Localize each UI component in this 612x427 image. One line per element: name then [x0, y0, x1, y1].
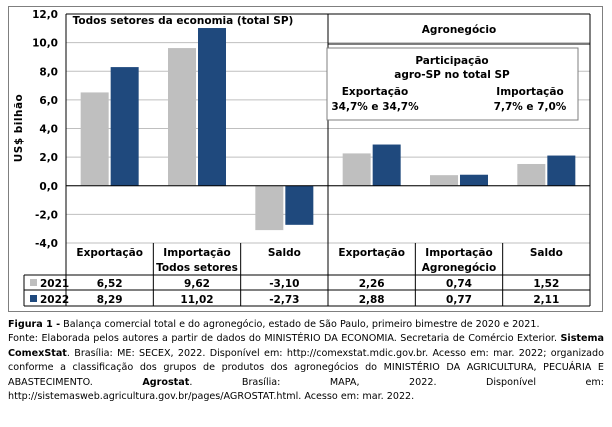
data-label: -2,73 — [269, 294, 299, 306]
legend-swatch-2021 — [30, 279, 37, 286]
bar-chart: 12,0 10,0 8,0 6,0 4,0 2,0 0,0 -2,0 -4,0 Todos se… — [13, 9, 591, 307]
caption-source-e: . Brasília: MAPA, 2022. Disponível em: h… — [8, 376, 604, 403]
data-label: 2,26 — [359, 278, 385, 290]
y-tick-labels: 12,0 10,0 8,0 6,0 4,0 2,0 0,0 -2,0 -4,0 — [32, 9, 58, 250]
data-label: 8,29 — [97, 294, 123, 306]
annotation-box — [326, 47, 579, 121]
caption-source-b: Sistema ComexStat — [8, 333, 604, 359]
data-label: 1,52 — [533, 278, 559, 290]
y-tick-label: 0,0 — [39, 181, 58, 193]
bar-2021-6 — [517, 163, 546, 186]
bar-2021-1 — [80, 92, 109, 186]
group-label: Todos setores — [156, 262, 238, 274]
bar-2021-2 — [168, 48, 196, 186]
category-label: Exportação — [76, 247, 142, 259]
annotation-exp-label: Exportação — [342, 86, 408, 98]
data-label: 2,88 — [359, 294, 385, 306]
caption-source-d: Agrostat — [142, 376, 190, 388]
y-tick-label: -4,0 — [35, 238, 58, 250]
group-label: Agronegócio — [422, 262, 496, 274]
bar-2021-4 — [342, 153, 371, 186]
bar-2022-5 — [460, 174, 488, 186]
bar-2022-2 — [198, 28, 226, 186]
bars — [80, 28, 576, 231]
data-label: 11,02 — [180, 294, 213, 306]
bar-2022-4 — [372, 144, 401, 186]
bar-2022-3 — [285, 185, 314, 225]
data-label: 0,77 — [446, 294, 472, 306]
legend-label: 2021 — [40, 278, 69, 290]
data-label: -3,10 — [269, 278, 299, 290]
category-label: Saldo — [268, 247, 301, 259]
figure-caption: Figura 1 - Balança comercial total e do … — [8, 318, 604, 404]
panel-titles: Todos setores da economia (total SP) Agro… — [73, 15, 590, 45]
annotation-imp-value: 7,7% e 7,0% — [494, 101, 567, 113]
y-axis-label: US$ bilhão — [13, 94, 25, 163]
y-tick-label: 12,0 — [32, 9, 58, 21]
caption-source-a: Fonte: Elaborada pelos autores a partir … — [8, 333, 561, 345]
annotation-title-1: Participação — [415, 55, 488, 67]
category-label: Importação — [163, 247, 230, 259]
share-annotation: Participação agro-SP no total SP Exportaçã… — [326, 47, 579, 121]
y-tick-label: -2,0 — [35, 209, 58, 221]
annotation-imp-label: Importação — [496, 86, 563, 98]
bar-2022-1 — [110, 67, 139, 186]
bar-2021-3 — [255, 185, 284, 231]
figure-frame — [8, 6, 603, 312]
y-tick-label: 4,0 — [39, 124, 58, 136]
annotation-title-2: agro-SP no total SP — [394, 69, 510, 81]
panel-title-total: Todos setores da economia (total SP) — [73, 15, 294, 27]
y-tick-label: 6,0 — [39, 95, 58, 107]
legend-swatch-2022 — [30, 295, 37, 302]
caption-source-c: . Brasília: ME: SECEX, 2022. Disponível … — [8, 347, 604, 388]
category-label: Importação — [425, 247, 492, 259]
y-tick-label: 8,0 — [39, 66, 58, 78]
caption-figure-label: Figura 1 - — [8, 319, 61, 330]
data-label: 2,11 — [533, 294, 559, 306]
category-label: Exportação — [338, 247, 404, 259]
bar-2022-6 — [547, 155, 576, 186]
caption-title: Balança comercial total e do agronegócio… — [60, 319, 540, 330]
panel-title-agro: Agronegócio — [422, 24, 496, 36]
legend-label: 2022 — [40, 294, 69, 306]
data-label: 9,62 — [184, 278, 210, 290]
data-label: 6,52 — [97, 278, 123, 290]
data-label: 0,74 — [446, 278, 472, 290]
y-tick-label: 2,0 — [39, 152, 58, 164]
annotation-exp-value: 34,7% e 34,7% — [331, 101, 419, 113]
category-label: Saldo — [530, 247, 563, 259]
data-table: Exportação Importação Saldo Exportação Impor… — [23, 243, 591, 307]
y-tick-label: 10,0 — [32, 38, 58, 50]
bar-2021-5 — [430, 175, 458, 186]
